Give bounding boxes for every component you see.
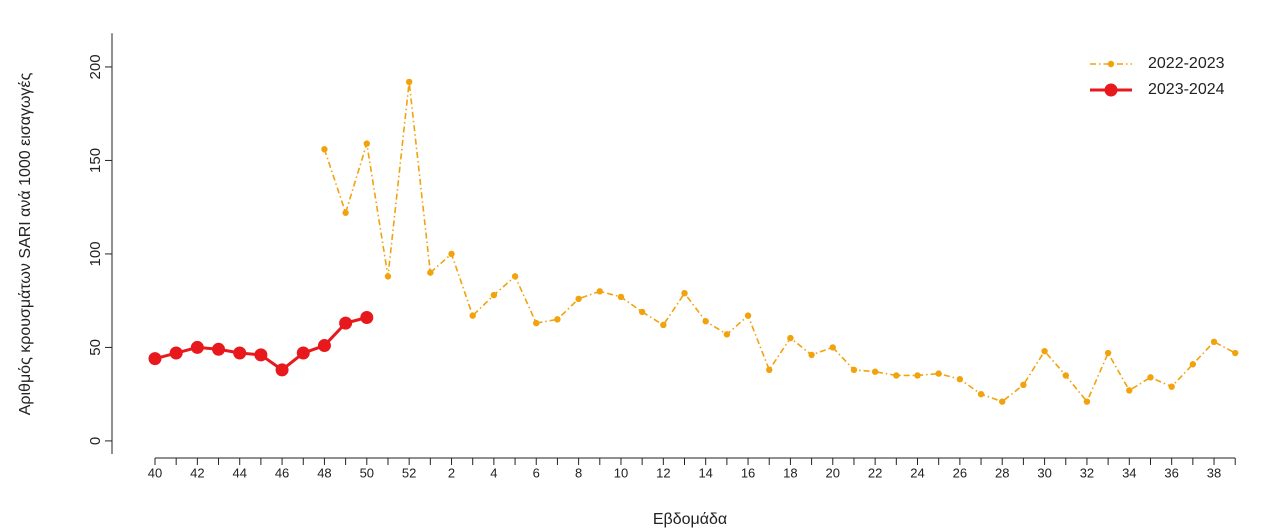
legend-label: 2023-2024 (1148, 81, 1225, 98)
data-point (871, 368, 879, 375)
y-tick-label: 0 (87, 437, 104, 445)
series-line (154, 316, 368, 372)
data-point (490, 291, 498, 299)
x-tick-label: 40 (148, 465, 162, 480)
x-tick-label: 52 (402, 465, 416, 480)
x-tick-label: 2 (448, 465, 455, 480)
x-tick-label: 38 (1207, 465, 1221, 480)
data-point (317, 339, 331, 353)
x-tick-label: 18 (783, 465, 797, 480)
data-point (1062, 372, 1069, 379)
data-point (321, 146, 328, 153)
data-point (1189, 361, 1197, 368)
x-tick-label: 32 (1080, 465, 1094, 480)
x-tick-label: 34 (1122, 465, 1136, 480)
data-point (448, 250, 455, 258)
x-axis-title: Εβδομάδα (653, 511, 727, 528)
data-point (275, 363, 289, 377)
x-tick-label: 4 (490, 465, 497, 480)
data-point (850, 366, 858, 374)
data-point (1020, 381, 1027, 389)
data-point (533, 319, 540, 327)
x-tick-label: 14 (698, 465, 712, 480)
data-point (511, 273, 519, 280)
data-point (469, 312, 476, 319)
data-point (1210, 338, 1218, 346)
series-line (323, 81, 1236, 404)
data-point (617, 293, 625, 301)
x-tick-label: 8 (575, 465, 582, 480)
data-point (1104, 349, 1112, 357)
x-tick-label: 12 (656, 465, 670, 480)
data-point (893, 372, 900, 379)
data-point (342, 209, 349, 216)
data-point (808, 351, 815, 359)
x-tick-label: 46 (275, 465, 289, 480)
data-point (190, 340, 204, 354)
data-point (638, 308, 646, 316)
data-point (427, 269, 434, 276)
data-point (169, 346, 183, 360)
x-tick-label: 36 (1164, 465, 1178, 480)
x-tick-label: 20 (826, 465, 840, 480)
x-tick-label: 22 (868, 465, 882, 480)
data-point (702, 318, 709, 325)
x-tick-label: 48 (317, 465, 331, 480)
data-point (233, 346, 247, 360)
data-point (723, 331, 731, 338)
legend-marker (1104, 83, 1118, 97)
legend-marker (1107, 60, 1115, 68)
data-point (360, 311, 374, 325)
data-point (935, 370, 942, 377)
data-point (977, 390, 985, 398)
data-point (296, 346, 310, 360)
data-point (1168, 383, 1175, 390)
y-tick-label: 150 (87, 148, 104, 173)
x-tick-label: 42 (190, 465, 204, 480)
x-tick-label: 6 (533, 465, 540, 480)
data-point (554, 316, 561, 323)
x-tick-label: 16 (741, 465, 755, 480)
y-tick-label: 200 (87, 54, 104, 79)
data-point (999, 398, 1006, 405)
data-point (339, 316, 353, 330)
x-tick-label: 28 (995, 465, 1009, 480)
x-tick-label: 10 (614, 465, 628, 480)
y-tick-label: 50 (87, 339, 104, 356)
data-point (766, 366, 773, 374)
data-point (956, 376, 964, 383)
data-point (829, 344, 836, 351)
x-tick-label: 30 (1037, 465, 1051, 480)
data-point (660, 321, 667, 329)
legend-label: 2022-2023 (1148, 55, 1225, 72)
x-tick-label: 50 (360, 465, 374, 480)
data-point (1083, 398, 1091, 405)
data-point (1041, 347, 1048, 355)
data-point (575, 295, 582, 303)
data-point (1147, 374, 1154, 381)
data-point (148, 352, 162, 366)
data-point (681, 289, 688, 297)
y-tick-label: 100 (87, 241, 104, 266)
data-point (1232, 349, 1239, 357)
data-point (787, 334, 794, 342)
data-point (384, 273, 392, 280)
x-tick-label: 24 (910, 465, 924, 480)
data-point (254, 348, 268, 362)
data-point (405, 78, 413, 86)
data-point (212, 342, 226, 356)
data-point (744, 312, 752, 319)
data-point (363, 140, 370, 147)
x-tick-label: 44 (232, 465, 246, 480)
x-tick-label: 26 (953, 465, 967, 480)
y-axis-title: Αριθμός κρουσμάτων SARI ανά 1000 εισαγωγ… (17, 72, 34, 415)
data-point (1126, 387, 1133, 394)
data-point (914, 372, 921, 379)
data-point (596, 288, 603, 295)
